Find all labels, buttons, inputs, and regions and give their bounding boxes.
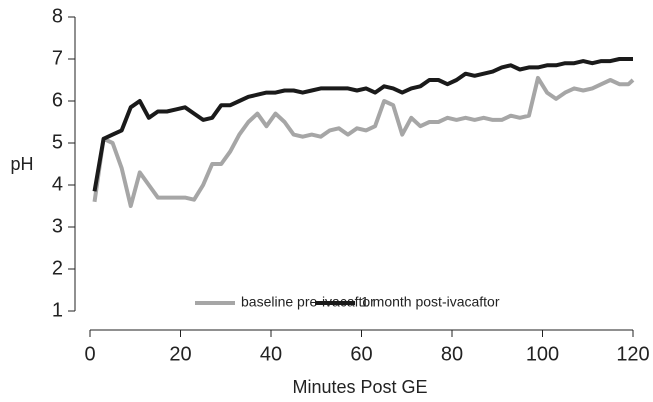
x-tick-label: 60 [350, 343, 372, 365]
x-tick-label: 0 [84, 343, 95, 365]
y-tick-label: 3 [52, 215, 63, 237]
y-tick-label: 2 [52, 257, 63, 279]
series-line [92, 57, 633, 192]
legend-label: 1 month post-ivacaftor [361, 294, 500, 310]
series-line [92, 75, 635, 208]
y-tick-label: 1 [52, 299, 63, 321]
y-tick-label: 6 [52, 89, 63, 111]
x-axis-label: Minutes Post GE [292, 377, 427, 397]
legend-label: baseline pre-ivacaftor [241, 294, 375, 310]
y-tick-label: 5 [52, 131, 63, 153]
x-tick-label: 100 [526, 343, 559, 365]
x-tick-label: 20 [169, 343, 191, 365]
y-axis-label: pH [10, 154, 33, 174]
y-tick-label: 7 [52, 47, 63, 69]
x-tick-label: 80 [441, 343, 463, 365]
x-tick-label: 120 [616, 343, 649, 365]
y-tick-label: 4 [52, 173, 63, 195]
y-tick-label: 8 [52, 5, 63, 27]
x-tick-label: 40 [260, 343, 282, 365]
